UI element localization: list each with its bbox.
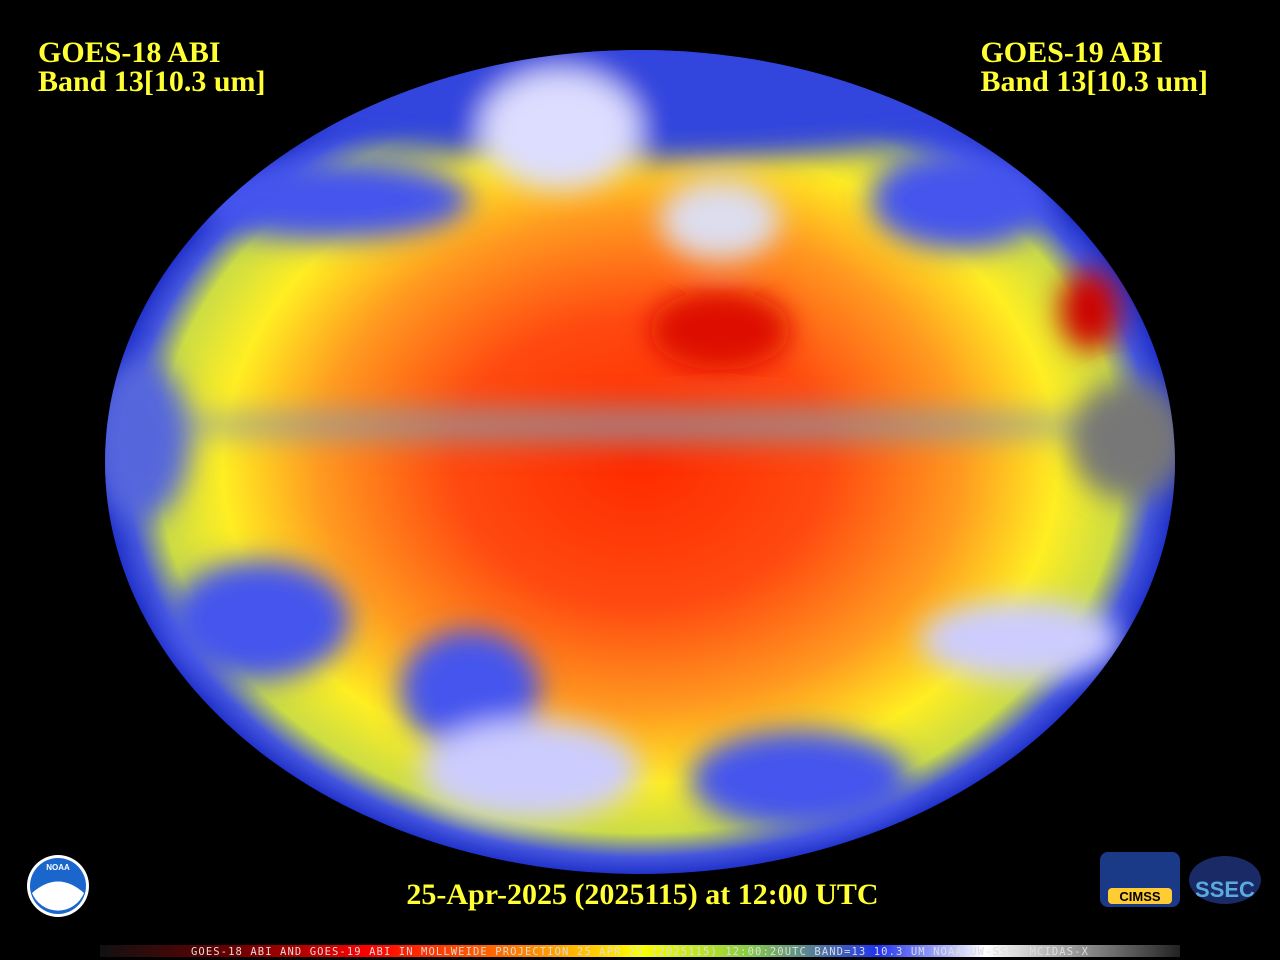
color-bar — [100, 945, 1180, 957]
right-label: GOES-19 ABI Band 13[10.3 um] — [980, 36, 1208, 98]
left-satellite: GOES-18 ABI — [38, 36, 221, 69]
right-satellite: GOES-19 ABI — [980, 36, 1164, 69]
cimss-text: CIMSS — [1119, 889, 1161, 904]
right-band: Band 13[10.3 um] — [980, 65, 1208, 98]
cimss-logo: CIMSS — [1100, 852, 1180, 907]
left-band: Band 13[10.3 um] — [38, 65, 266, 98]
noaa-text: NOAA — [46, 863, 70, 872]
footer-caption: GOES-18 ABI AND GOES-19 ABI IN MOLLWEIDE… — [190, 946, 1089, 958]
timestamp: 25-Apr-2025 (2025115) at 12:00 UTC — [406, 878, 879, 911]
ssec-logo: SSEC — [1189, 856, 1261, 904]
earth-disk — [105, 50, 1175, 874]
noaa-logo: NOAA — [27, 855, 89, 917]
left-label: GOES-18 ABI Band 13[10.3 um] — [38, 36, 266, 98]
ssec-text: SSEC — [1195, 877, 1255, 902]
